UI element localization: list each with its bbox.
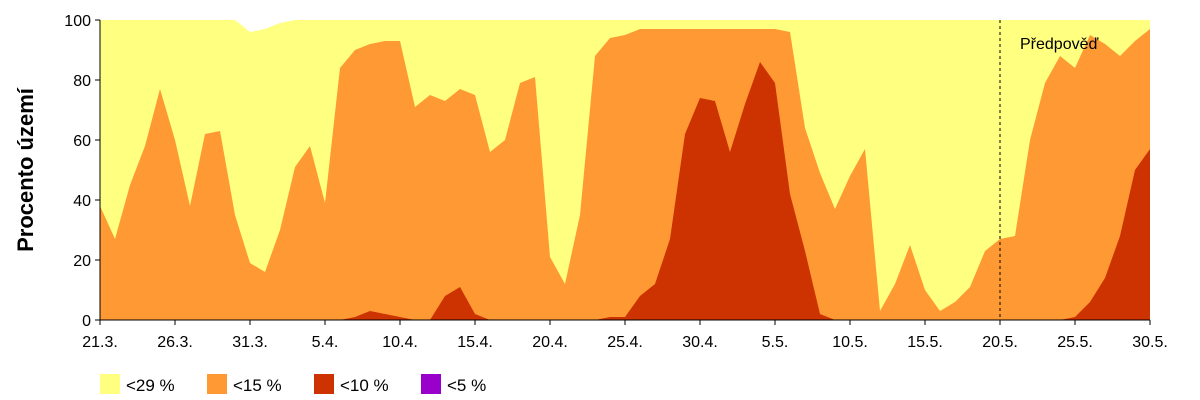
area-series-below-15-percent [100, 29, 1150, 320]
legend-swatch-5 [421, 374, 441, 394]
x-tick-label: 15.5. [907, 334, 943, 351]
legend-label-29: <29 % [126, 376, 175, 395]
x-tick-label: 5.5. [762, 334, 789, 351]
x-tick-label: 20.4. [532, 334, 568, 351]
x-tick-label: 21.3. [82, 334, 118, 351]
x-tick-label: 30.4. [682, 334, 718, 351]
legend-swatch-29 [100, 374, 120, 394]
x-tick-label: 30.5. [1132, 334, 1168, 351]
forecast-annotation: Předpověď [999, 20, 1098, 320]
x-tick-label: 10.5. [832, 334, 868, 351]
legend-swatch-15 [207, 374, 227, 394]
y-tick-label: 0 [82, 313, 91, 330]
y-tick-label: 60 [73, 133, 91, 150]
legend-label-5: <5 % [447, 376, 486, 395]
legend: <29 % <15 % <10 % <5 % [100, 374, 486, 395]
x-tick-label: 5.4. [312, 334, 339, 351]
legend-label-15: <15 % [233, 376, 282, 395]
y-tick-label: 80 [73, 73, 91, 90]
legend-swatch-10 [314, 374, 334, 394]
x-tick-label: 25.4. [607, 334, 643, 351]
forecast-label: Předpověď [1020, 36, 1098, 53]
y-tick-label: 20 [73, 253, 91, 270]
x-tick-label: 31.3. [232, 334, 268, 351]
x-tick-label: 15.4. [457, 334, 493, 351]
x-tick-label: 20.5. [982, 334, 1018, 351]
y-axis-label: Procento území [13, 87, 38, 252]
y-tick-label: 100 [64, 13, 91, 30]
x-tick-label: 10.4. [382, 334, 418, 351]
plot-area [100, 20, 1150, 320]
y-tick-label: 40 [73, 193, 91, 210]
axes: 0 20 40 60 80 100 21.3. 26.3. 31.3. 5.4. 10.4. 15.4… [64, 13, 1168, 351]
x-tick-label: 26.3. [157, 334, 193, 351]
x-tick-label: 25.5. [1057, 334, 1093, 351]
legend-label-10: <10 % [340, 376, 389, 395]
